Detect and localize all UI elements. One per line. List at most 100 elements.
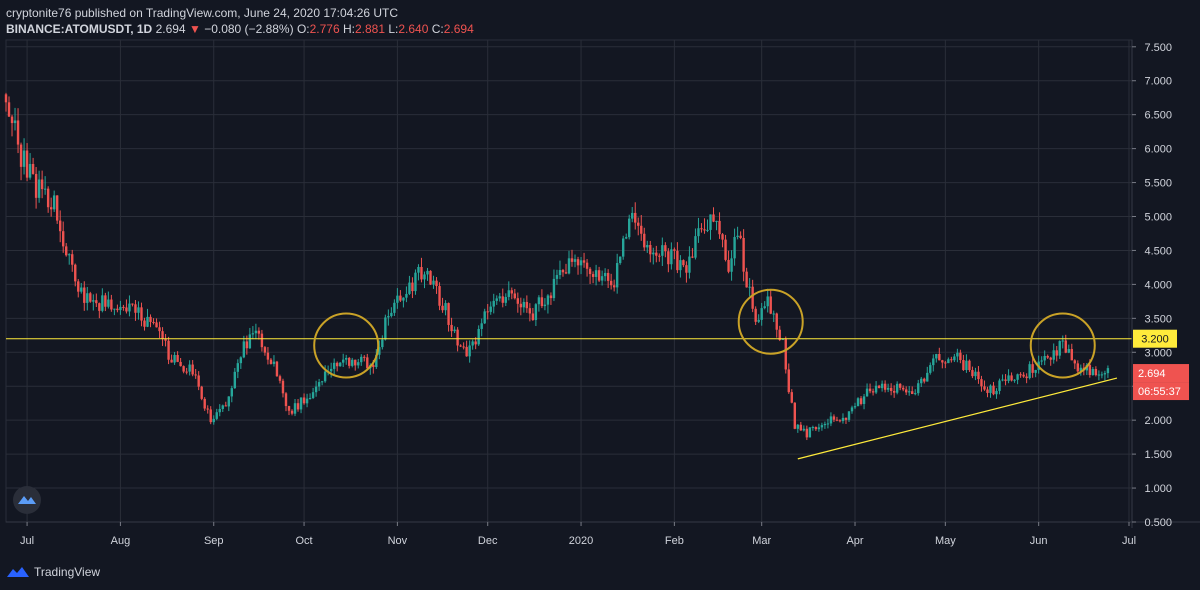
candle-body: [86, 293, 89, 303]
candle: [191, 360, 194, 377]
candle: [233, 367, 237, 389]
countdown-label: 06:55:37: [1138, 386, 1181, 398]
candle-body: [661, 245, 664, 256]
candle: [206, 405, 209, 414]
candle-body: [209, 409, 212, 423]
candle-body: [185, 371, 188, 373]
candle-body: [895, 383, 899, 393]
candle-body: [143, 320, 146, 327]
candle-body: [1094, 369, 1098, 376]
candle: [116, 304, 119, 313]
x-tick-label: Sep: [204, 535, 224, 547]
candle: [480, 318, 483, 337]
candle: [685, 261, 688, 283]
candle-body: [941, 360, 944, 363]
candle-body: [748, 286, 751, 288]
candle: [131, 303, 134, 307]
candle: [266, 347, 270, 365]
candle: [691, 248, 694, 259]
y-tick-label: 7.500: [1144, 42, 1172, 54]
candle-body: [456, 329, 459, 346]
candle-body: [676, 250, 679, 271]
candle-body: [10, 116, 14, 124]
candle: [847, 411, 851, 422]
candle-body: [239, 357, 243, 364]
candle-body: [31, 163, 35, 174]
candle-body: [853, 406, 857, 408]
candle: [950, 356, 953, 363]
candle-body: [7, 102, 11, 117]
candle-body: [278, 376, 282, 381]
candle: [215, 408, 218, 421]
candle-body: [926, 372, 929, 382]
price-chart[interactable]: 7.500 7.000 6.500 6.000 5.500 5.000 4.500 4.000…: [0, 0, 1200, 560]
candle-body: [438, 286, 441, 306]
candle: [251, 326, 255, 340]
candle: [772, 310, 775, 323]
candle: [534, 303, 538, 326]
candle-body: [983, 386, 986, 390]
candle: [926, 366, 929, 382]
candle: [194, 369, 197, 379]
candle-body: [781, 338, 784, 341]
candle: [649, 240, 652, 263]
tradingview-brand: TradingView: [34, 565, 101, 579]
candle: [739, 231, 742, 240]
candle: [46, 186, 50, 213]
candle-body: [251, 333, 255, 335]
candle: [625, 233, 628, 240]
candle: [697, 217, 700, 243]
candle-body: [152, 321, 155, 323]
candle-body: [71, 254, 74, 265]
candle-body: [1034, 369, 1037, 373]
countdown-badge: [1133, 382, 1189, 401]
y-tick-label: 6.000: [1144, 144, 1172, 156]
candle: [874, 381, 878, 395]
candle-body: [600, 276, 604, 281]
candle-body: [245, 341, 249, 349]
candle: [396, 288, 399, 309]
candle-body: [197, 375, 200, 387]
candle: [757, 314, 760, 324]
symbol-name[interactable]: BINANCE:ATOMUSDT, 1D: [6, 22, 153, 36]
candle-body: [335, 362, 339, 367]
highlight-circle: [1029, 312, 1096, 379]
candle-body: [248, 334, 252, 349]
candle-body: [134, 304, 137, 313]
candle-body: [883, 383, 887, 390]
candle: [468, 340, 471, 363]
candle: [889, 383, 893, 396]
candle-body: [387, 316, 390, 318]
candle-body: [871, 391, 875, 393]
candle: [1064, 334, 1067, 354]
candle-body: [778, 329, 781, 341]
candle: [1055, 346, 1058, 362]
candle-body: [1025, 376, 1028, 379]
candle: [673, 247, 676, 260]
candle: [637, 217, 640, 236]
candle-body: [1031, 364, 1034, 373]
candle-body: [679, 260, 682, 271]
candle-body: [1016, 374, 1019, 380]
candle-body: [155, 322, 158, 328]
candle-body: [513, 293, 517, 299]
candle: [877, 384, 881, 389]
tradingview-footer: TradingView: [6, 563, 100, 581]
candle: [862, 393, 866, 410]
candle: [134, 300, 137, 321]
candle-body: [685, 265, 688, 273]
candle: [260, 329, 264, 352]
candle-body: [28, 163, 32, 178]
candle: [643, 227, 646, 251]
candle-body: [447, 303, 450, 325]
candle-body: [272, 361, 276, 364]
candle: [531, 307, 535, 321]
candle-body: [260, 333, 264, 348]
candle-body: [769, 296, 772, 314]
candle-body: [715, 220, 718, 222]
candle: [212, 415, 215, 425]
candle-body: [766, 296, 769, 307]
candle-body: [558, 270, 562, 276]
candle: [275, 360, 279, 377]
candle: [113, 308, 116, 316]
